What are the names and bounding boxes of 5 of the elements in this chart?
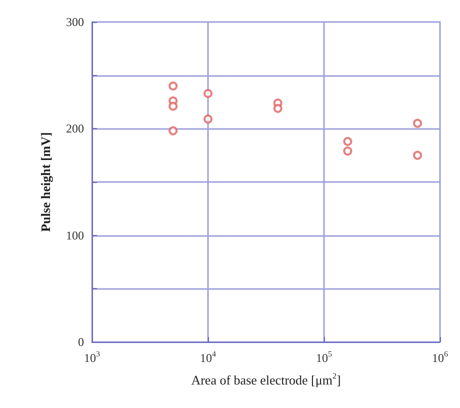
y-tick-label: 300 (66, 15, 84, 29)
y-axis-title: Pulse height [mV] (38, 132, 53, 232)
y-tick-label: 200 (66, 122, 84, 136)
y-tick-label: 0 (78, 335, 84, 349)
y-tick-label: 100 (66, 228, 84, 242)
